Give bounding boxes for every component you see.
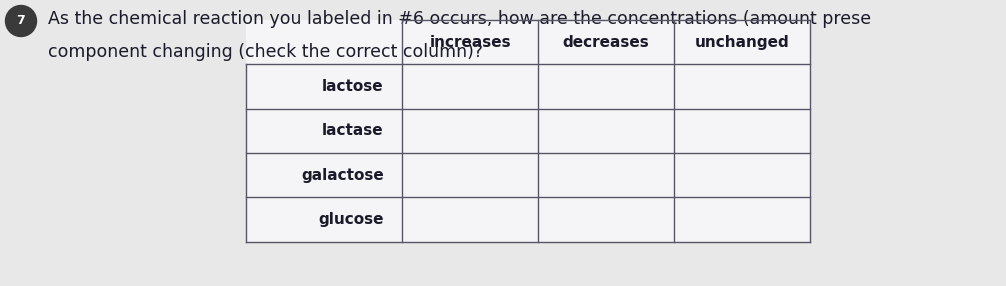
Bar [246, 20, 810, 242]
Text: galactose: galactose [301, 168, 383, 183]
Text: increases: increases [430, 35, 511, 50]
Text: glucose: glucose [318, 212, 383, 227]
Text: lactose: lactose [322, 79, 383, 94]
Text: unchanged: unchanged [694, 35, 790, 50]
Text: decreases: decreases [562, 35, 650, 50]
Text: 7: 7 [17, 15, 25, 27]
Text: lactase: lactase [322, 123, 383, 138]
Text: As the chemical reaction you labeled in #6 occurs, how are the concentrations (a: As the chemical reaction you labeled in … [48, 10, 871, 28]
Text: component changing (check the correct column)?: component changing (check the correct co… [48, 43, 484, 61]
Circle shape [5, 5, 36, 37]
